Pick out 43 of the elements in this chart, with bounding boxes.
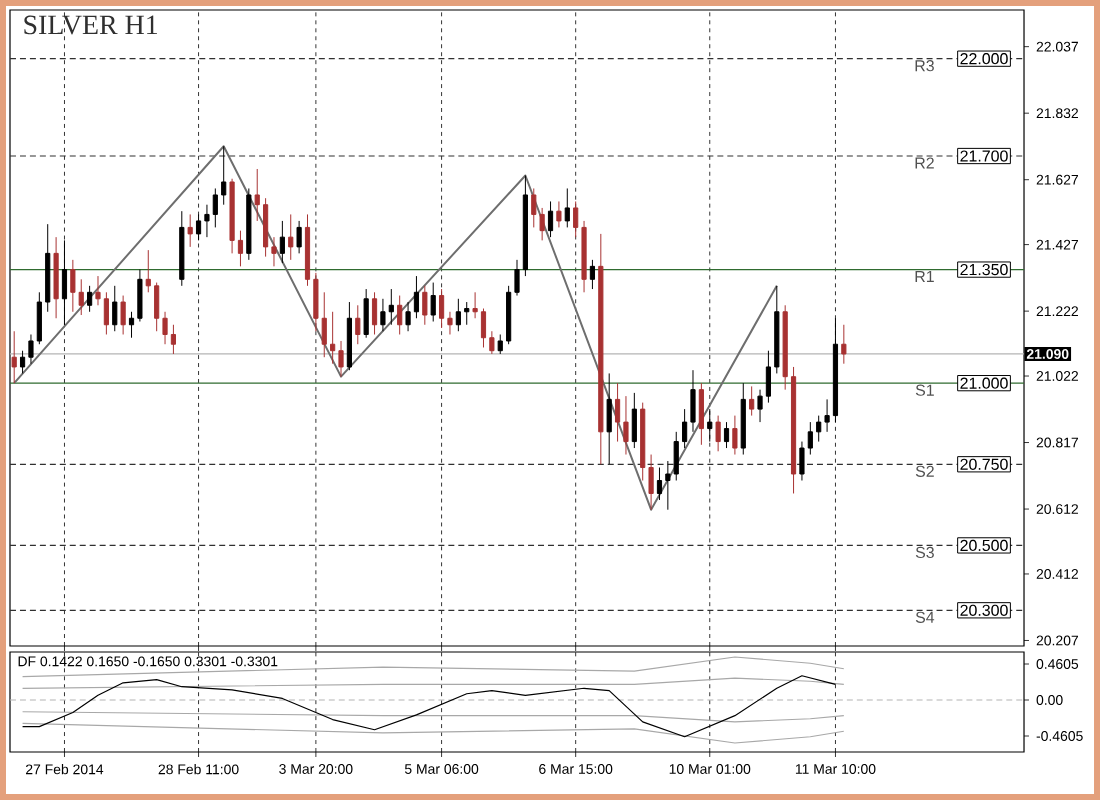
- candlestick: [841, 324, 847, 365]
- candlestick: [723, 421, 730, 449]
- line-series: [21, 656, 845, 678]
- candlestick: [598, 233, 604, 465]
- candlestick: [179, 210, 185, 287]
- candlestick: [70, 259, 76, 313]
- candlestick: [715, 415, 721, 452]
- candlestick: [556, 200, 562, 228]
- chart-title: SILVER H1: [24, 15, 157, 35]
- candlestick: [53, 236, 59, 319]
- candlestick: [87, 285, 93, 313]
- line-series: [13, 145, 778, 511]
- candlestick: [355, 304, 361, 345]
- candlestick: [606, 372, 612, 465]
- candlestick: [749, 385, 755, 417]
- candlestick: [279, 220, 285, 264]
- candlestick: [740, 382, 746, 456]
- candlestick: [698, 382, 704, 446]
- candlestick: [430, 282, 436, 323]
- candlestick: [707, 408, 713, 443]
- candlestick: [388, 288, 394, 326]
- candlestick: [11, 330, 17, 384]
- candlestick: [438, 288, 445, 329]
- candlestick: [464, 301, 470, 326]
- candlestick: [296, 220, 302, 254]
- candlestick: [187, 213, 193, 248]
- candlestick: [564, 187, 570, 228]
- line-series: [21, 722, 845, 744]
- candlestick: [363, 288, 369, 339]
- candlestick: [120, 295, 126, 335]
- candlestick: [371, 291, 378, 335]
- candlestick: [589, 259, 596, 290]
- candlestick: [732, 415, 738, 456]
- candlestick: [547, 200, 554, 238]
- candlestick: [631, 392, 637, 449]
- candlestick: [455, 298, 461, 332]
- candlestick: [246, 187, 252, 261]
- candlestick: [195, 213, 202, 241]
- candlestick: [422, 285, 428, 326]
- candlestick: [346, 301, 352, 371]
- candlestick: [397, 295, 403, 335]
- candlestick: [288, 213, 294, 261]
- candlestick: [112, 285, 118, 332]
